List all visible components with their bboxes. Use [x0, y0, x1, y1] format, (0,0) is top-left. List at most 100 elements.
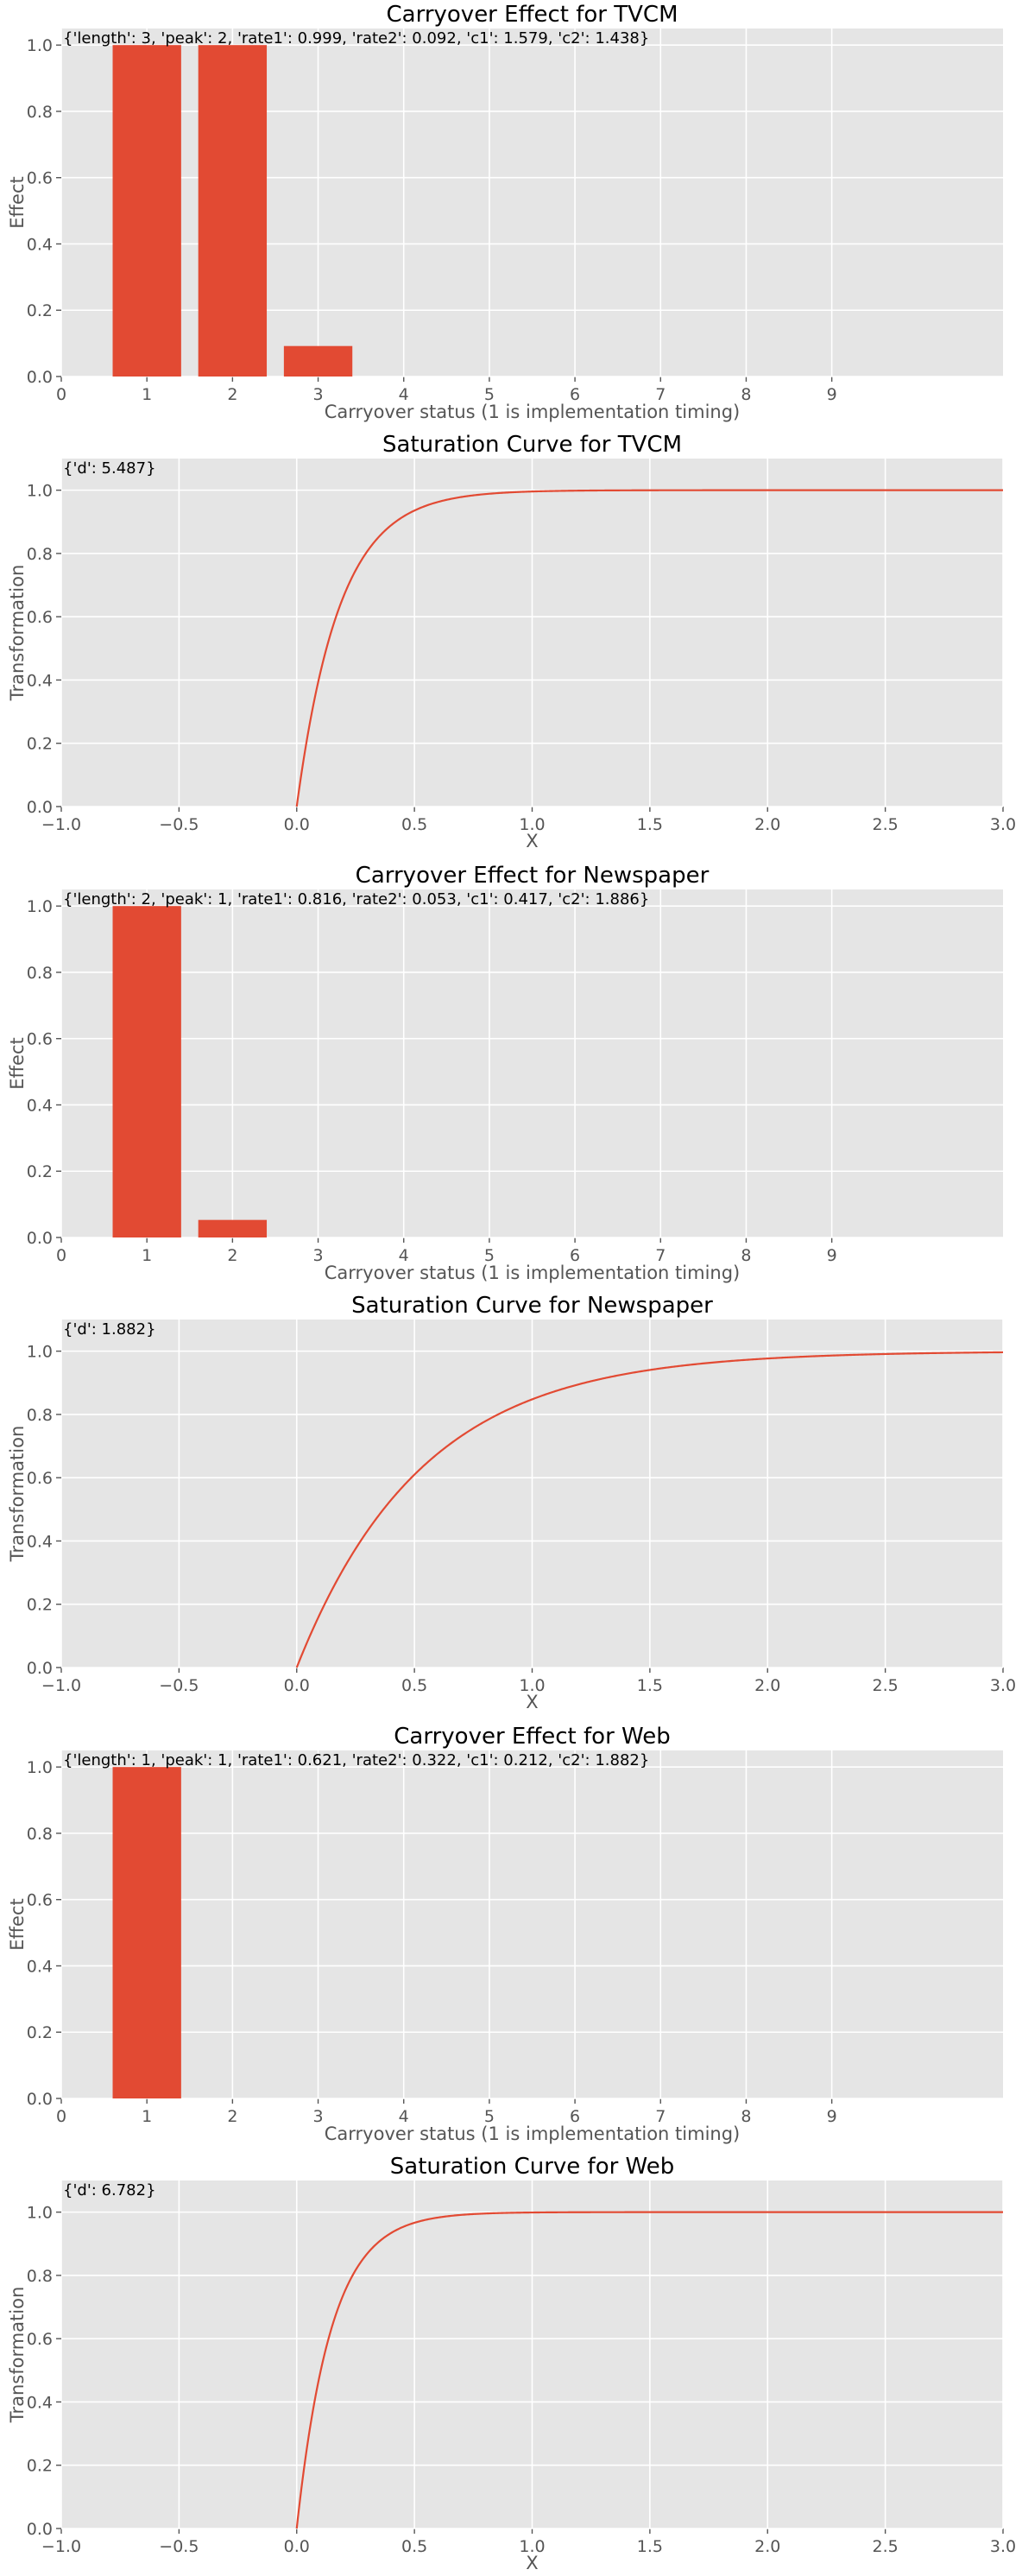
y-tick-label: 0.4 [27, 1957, 53, 1976]
y-tick-label: 0.4 [27, 1096, 53, 1115]
chart-title: Carryover Effect for Newspaper [356, 863, 710, 889]
x-tick-label: 0.0 [284, 1676, 310, 1695]
x-tick-label: 6 [570, 1246, 580, 1265]
chart-panel: −1.0 −0.5 0.0 0.5 1.0 1.5 2.0 2.5 3.0 0.0 0.2 0.4 0.… [7, 2154, 1016, 2573]
x-tick-label: 8 [741, 2107, 751, 2126]
x-tick-label: −1.0 [41, 1676, 81, 1695]
y-tick-label: 0.4 [27, 235, 53, 254]
y-tick-label: 0.2 [27, 301, 53, 320]
parameter-annotation: {'d': 6.782} [63, 2181, 156, 2199]
x-tick-label: 2.0 [754, 2537, 780, 2556]
x-tick-label: 0.0 [284, 2537, 310, 2556]
chart-title: Carryover Effect for Web [394, 1724, 670, 1750]
y-tick-label: 0.6 [27, 2330, 53, 2349]
x-tick-label: 1.5 [637, 1676, 663, 1695]
x-tick-label: 1.0 [519, 815, 545, 834]
x-tick-label: 3.0 [990, 2537, 1016, 2556]
chart-title: Saturation Curve for Web [390, 2154, 674, 2180]
x-tick-label: 7 [655, 385, 666, 404]
chart-title: Carryover Effect for TVCM [387, 2, 678, 28]
x-tick-label: 8 [741, 385, 751, 404]
y-tick-label: 1.0 [27, 1758, 53, 1777]
y-tick-label: 0.4 [27, 671, 53, 690]
x-tick-label: 1 [142, 1246, 152, 1265]
y-tick-label: 0.2 [27, 1596, 53, 1615]
x-tick-label: 2 [227, 1246, 237, 1265]
x-tick-label: 6 [570, 385, 580, 404]
y-tick-label: 1.0 [27, 482, 53, 501]
x-tick-label: 2 [227, 385, 237, 404]
y-tick-label: 0.8 [27, 545, 53, 564]
x-tick-label: 5 [484, 1246, 495, 1265]
x-tick-label: 3.0 [990, 815, 1016, 834]
x-tick-label: 4 [399, 2107, 409, 2126]
y-tick-label: 0.8 [27, 1406, 53, 1425]
x-tick-label: −1.0 [41, 815, 81, 834]
x-tick-label: 7 [655, 1246, 666, 1265]
bar [112, 906, 181, 1237]
x-tick-label: 0.5 [401, 1676, 427, 1695]
y-axis-label: Transformation [7, 2287, 28, 2424]
y-tick-label: 0.2 [27, 2457, 53, 2476]
x-tick-label: 9 [827, 2107, 837, 2126]
x-tick-label: −0.5 [159, 815, 199, 834]
y-tick-label: 0.0 [27, 1229, 53, 1248]
x-tick-label: 0 [56, 2107, 66, 2126]
y-tick-label: 0.0 [27, 798, 53, 817]
y-tick-label: 1.0 [27, 1343, 53, 1362]
y-tick-label: 0.0 [27, 2520, 53, 2539]
y-tick-label: 0.8 [27, 1825, 53, 1844]
y-tick-label: 0.0 [27, 368, 53, 387]
y-tick-label: 0.0 [27, 1659, 53, 1678]
x-axis-label: Carryover status (1 is implementation ti… [325, 2123, 741, 2144]
y-tick-label: 1.0 [27, 36, 53, 55]
y-tick-label: 0.4 [27, 2393, 53, 2412]
x-tick-label: 2.5 [873, 815, 899, 834]
chart-panel: 0 1 2 3 4 5 6 7 8 9 0.0 0.2 0.4 0.6 0.8 1.0 {'length': 2… [7, 863, 1003, 1283]
x-axis-label: Carryover status (1 is implementation ti… [325, 402, 741, 422]
x-tick-label: 3 [312, 2107, 323, 2126]
y-tick-label: 0.2 [27, 2023, 53, 2042]
x-tick-label: 2.0 [754, 1676, 780, 1695]
x-tick-label: 5 [484, 385, 495, 404]
x-tick-label: 2.5 [873, 1676, 899, 1695]
y-tick-label: 0.4 [27, 1532, 53, 1551]
x-tick-label: 1 [142, 385, 152, 404]
bar [112, 1767, 181, 2098]
chart-panel: 0 1 2 3 4 5 6 7 8 9 0.0 0.2 0.4 0.6 0.8 1.0 {'length': 3… [7, 2, 1003, 422]
x-tick-label: 1 [142, 2107, 152, 2126]
x-tick-label: 9 [827, 1246, 837, 1265]
y-axis-label: Transformation [7, 1426, 28, 1563]
x-tick-label: 0.5 [401, 2537, 427, 2556]
x-tick-label: 0.5 [401, 815, 427, 834]
y-axis-label: Transformation [7, 565, 28, 702]
x-tick-label: 8 [741, 1246, 751, 1265]
x-tick-label: 1.5 [637, 2537, 663, 2556]
x-tick-label: 1.0 [519, 2537, 545, 2556]
x-tick-label: 0.0 [284, 815, 310, 834]
chart-panel: −1.0 −0.5 0.0 0.5 1.0 1.5 2.0 2.5 3.0 0.0 0.2 0.4 0.… [7, 432, 1016, 851]
x-tick-label: 0 [56, 1246, 66, 1265]
saturation-curve [295, 1351, 1004, 1668]
y-tick-label: 0.6 [27, 1469, 53, 1488]
x-tick-label: 3.0 [990, 1676, 1016, 1695]
x-tick-label: −0.5 [159, 1676, 199, 1695]
parameter-annotation: {'d': 5.487} [63, 459, 156, 478]
x-tick-label: 2.0 [754, 815, 780, 834]
x-tick-label: 6 [570, 2107, 580, 2126]
y-tick-label: 0.2 [27, 1162, 53, 1181]
y-tick-label: 0.8 [27, 103, 53, 122]
x-tick-label: 1.5 [637, 815, 663, 834]
bar [283, 345, 353, 377]
bar [198, 1219, 268, 1237]
parameter-annotation: {'d': 1.882} [63, 1320, 156, 1339]
parameter-annotation: {'length': 2, 'peak': 1, 'rate1': 0.816,… [63, 890, 649, 908]
y-tick-label: 0.6 [27, 608, 53, 627]
y-axis-label: Effect [7, 1898, 28, 1950]
y-axis-label: Effect [7, 176, 28, 228]
x-axis-label: X [526, 2553, 538, 2573]
y-tick-label: 0.0 [27, 2090, 53, 2109]
x-tick-label: 2 [227, 2107, 237, 2126]
x-tick-label: 1.0 [519, 1676, 545, 1695]
